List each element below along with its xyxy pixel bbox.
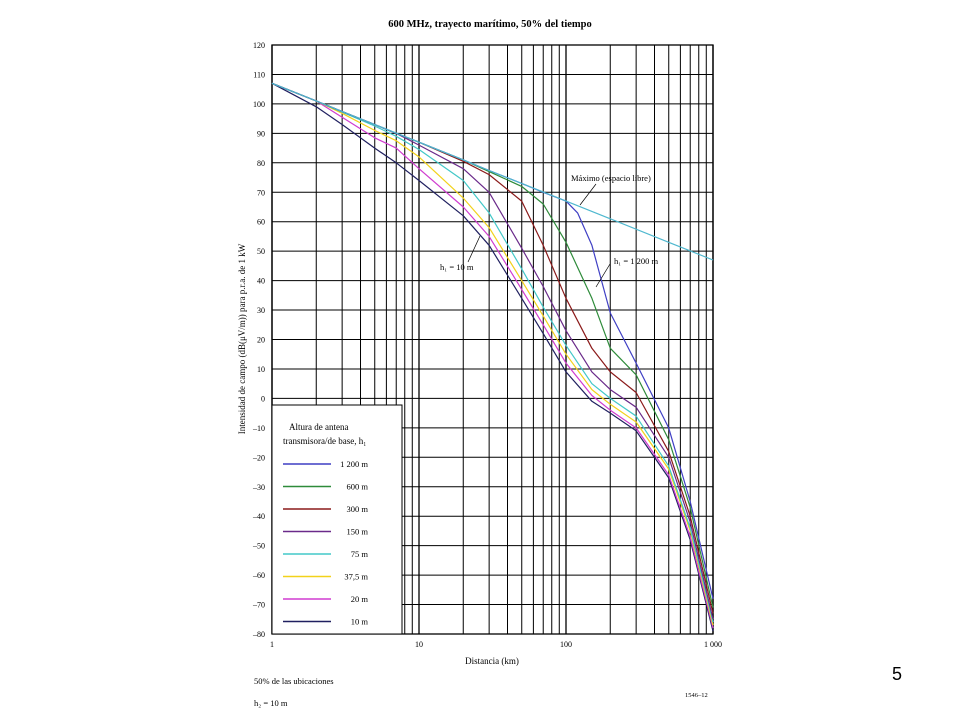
y-tick-label: 90 (257, 129, 265, 138)
y-tick-label: 100 (253, 100, 265, 109)
annotations: Máximo (espacio libre) h₁ = 1 200 m h₁ =… (440, 173, 659, 288)
y-axis-label: Intensidad de campo (dB(μV/m)) para p.r.… (237, 243, 247, 434)
y-tick-label: 110 (253, 70, 265, 79)
series-lines (271, 82, 714, 632)
legend-label: 300 m (347, 504, 369, 514)
y-tick-label: –40 (252, 512, 265, 521)
y-tick-label: –70 (252, 601, 265, 610)
series-line-7 (271, 82, 714, 632)
y-tick-label: 20 (257, 336, 265, 345)
y-tick-label: –60 (252, 571, 265, 580)
annotation-h1-1200: h₁ = 1 200 m (614, 256, 659, 266)
legend-title-line1: Altura de antena (289, 422, 348, 432)
y-tick-label: –80 (252, 630, 265, 639)
chart-title: 600 MHz, trayecto marítimo, 50% del tiem… (388, 19, 592, 30)
y-tick-label: –30 (252, 483, 265, 492)
legend-title-line2: transmisora/de base, h₁ (283, 436, 366, 446)
y-tick-label: 30 (257, 306, 265, 315)
y-tick-label: –20 (252, 453, 265, 462)
plot-area: 1201101009080706050403020100–10–20–30–40… (252, 41, 722, 649)
series-line-free-space (271, 82, 714, 261)
footer-locations: 50% de las ubicaciones (254, 676, 334, 686)
legend: Altura de antena transmisora/de base, h₁… (271, 404, 403, 635)
legend-label: 20 m (351, 594, 369, 604)
x-tick-label: 10 (415, 640, 423, 649)
legend-items: 1 200 m 600 m 300 m 150 m 75 m 37,5 m 20 m 10 m (283, 459, 368, 627)
y-tick-label: 80 (257, 159, 265, 168)
annotation-h1-1200-leader (595, 263, 611, 288)
legend-label: 37,5 m (344, 572, 368, 582)
x-tick-label: 1 000 (704, 640, 722, 649)
series-line-4 (271, 82, 714, 623)
slide-number: 5 (892, 664, 902, 684)
legend-box (271, 404, 403, 635)
legend-label: 10 m (351, 617, 369, 627)
annotation-free-space-leader (579, 183, 597, 206)
y-tick-label: 10 (257, 365, 265, 374)
legend-label: 150 m (347, 527, 369, 537)
y-tick-label: 120 (253, 41, 265, 50)
annotation-free-space: Máximo (espacio libre) (571, 173, 651, 183)
y-tick-label: 50 (257, 247, 265, 256)
legend-label: 1 200 m (340, 459, 368, 469)
plot-frame (271, 44, 714, 635)
y-tick-label: –50 (252, 542, 265, 551)
series-line-6 (271, 82, 714, 629)
figure-id: 1546–12 (685, 692, 708, 699)
y-tick-label: 70 (257, 188, 265, 197)
x-axis-label: Distancia (km) (465, 656, 519, 666)
annotation-h1-10: h₁ = 10 m (440, 262, 474, 272)
y-tick-label: –10 (252, 424, 265, 433)
footer-h2: h₂ = 10 m (254, 698, 288, 708)
x-tick-label: 100 (560, 640, 572, 649)
x-tick-label: 1 (270, 640, 274, 649)
legend-label: 600 m (347, 482, 369, 492)
series-line-5 (271, 82, 714, 626)
annotation-h1-10-leader (467, 235, 481, 263)
y-tick-label: 0 (261, 394, 265, 403)
y-tick-label: 40 (257, 277, 265, 286)
y-tick-label: 60 (257, 218, 265, 227)
legend-label: 75 m (351, 549, 369, 559)
